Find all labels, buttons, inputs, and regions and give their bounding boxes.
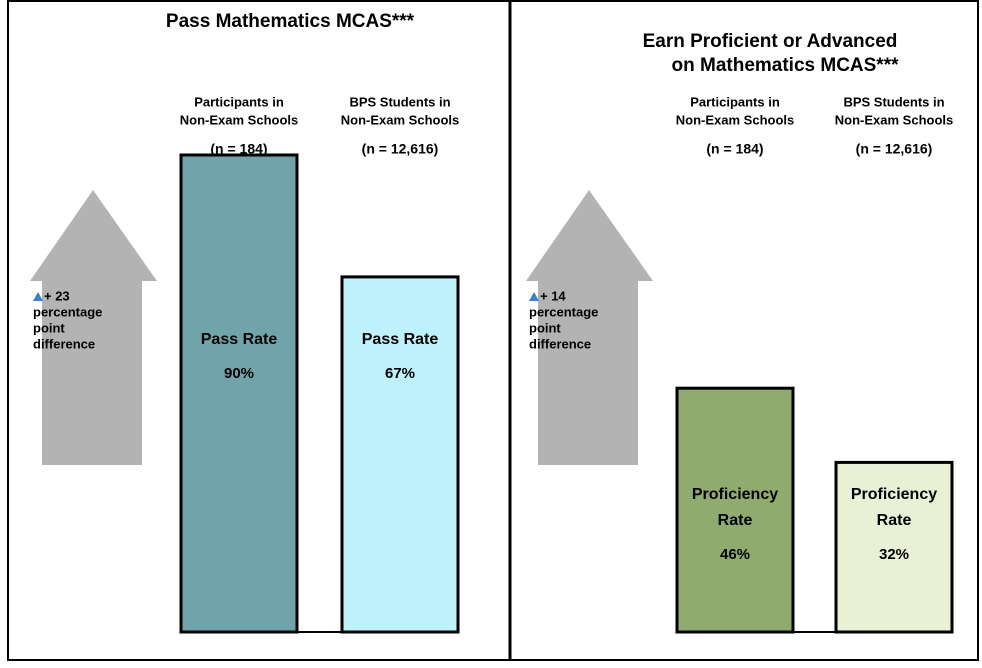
frame	[7, 0, 979, 661]
chart-title: Earn Proficient or Advanced	[643, 31, 898, 52]
annotation: percentage	[33, 304, 102, 319]
category-label: Non-Exam Schools	[341, 112, 459, 127]
category-label: Non-Exam Schools	[180, 112, 298, 127]
chart-title: on Mathematics MCAS***	[672, 55, 900, 76]
category-label: Participants in	[690, 94, 780, 109]
category-label: Participants in	[194, 94, 284, 109]
category-label: BPS Students in	[349, 94, 450, 109]
bar	[834, 460, 954, 634]
difference-arrow	[526, 190, 653, 465]
annotation: difference	[33, 336, 95, 351]
bar-label: Proficiency	[692, 486, 778, 503]
n-label: (n = 184)	[706, 141, 763, 157]
annotation: point	[529, 320, 561, 335]
difference-arrow	[30, 190, 157, 465]
n-label: (n = 184)	[210, 141, 267, 157]
chart-title: Pass Mathematics MCAS***	[166, 11, 415, 32]
annotation: + 23	[44, 288, 70, 303]
annotation: point	[33, 320, 65, 335]
n-label: (n = 12,616)	[856, 141, 933, 157]
category-label: Non-Exam Schools	[835, 112, 953, 127]
bar	[179, 153, 299, 634]
value-label: 90%	[224, 365, 254, 382]
triangle-icon	[529, 292, 539, 301]
category-label: BPS Students in	[843, 94, 944, 109]
bar-label: Rate	[718, 512, 753, 529]
n-label: (n = 12,616)	[362, 141, 439, 157]
value-label: 32%	[879, 546, 909, 563]
bar	[340, 275, 460, 634]
bar-label: Rate	[877, 512, 912, 529]
bar	[675, 386, 795, 634]
annotation: difference	[529, 336, 591, 351]
value-label: 46%	[720, 546, 750, 563]
triangle-icon	[33, 292, 43, 301]
annotation: percentage	[529, 304, 598, 319]
annotation: + 14	[540, 288, 566, 303]
category-label: Non-Exam Schools	[676, 112, 794, 127]
bar-label: Pass Rate	[201, 331, 278, 348]
bar-label: Proficiency	[851, 486, 937, 503]
bar-label: Pass Rate	[362, 331, 439, 348]
value-label: 67%	[385, 365, 415, 382]
